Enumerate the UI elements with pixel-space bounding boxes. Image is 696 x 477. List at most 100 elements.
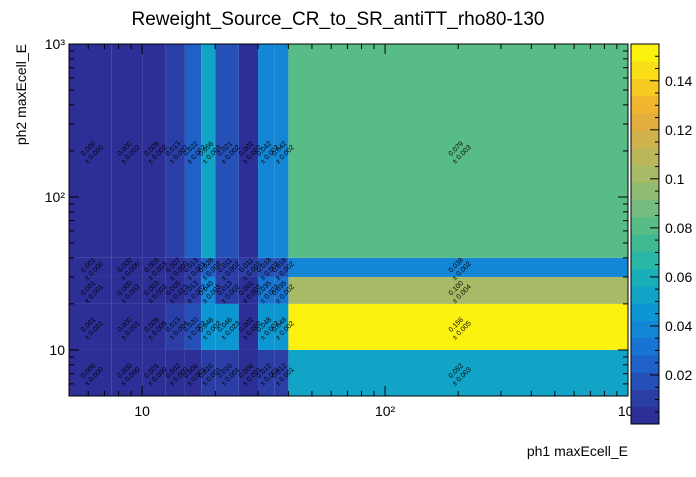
heatmap-cell — [142, 303, 166, 350]
colorbar-segment — [631, 130, 659, 149]
heatmap-cell — [274, 276, 289, 304]
y-axis-label: ph2 maxEcell_E — [13, 44, 29, 145]
heatmap-cell — [215, 303, 239, 350]
heatmap-cell — [142, 257, 166, 277]
y-tick-label: 10² — [45, 189, 66, 205]
colorbar-segment — [631, 285, 659, 304]
heatmap-cell — [69, 44, 112, 258]
heatmap-cell — [184, 349, 202, 396]
heatmap-cell — [215, 349, 239, 396]
colorbar-segment — [631, 372, 659, 390]
heatmap-cell — [238, 44, 259, 258]
colorbar-segment — [631, 182, 659, 200]
heatmap-cell — [274, 44, 289, 258]
colorbar-segment — [631, 354, 659, 373]
heatmap-cell — [184, 303, 202, 350]
heatmap-cell — [69, 349, 112, 396]
x-tick-label: 10² — [375, 403, 396, 419]
x-axis: 10 10² 10³ — [68, 44, 638, 419]
heatmap-cell — [69, 303, 112, 350]
heatmap-cell — [69, 257, 112, 277]
colorbar-tick-label: 0.02 — [665, 367, 692, 383]
colorbar-segment — [631, 234, 659, 252]
x-tick-label: 10 — [134, 403, 150, 419]
colorbar-tick-label: 0.14 — [665, 73, 692, 89]
heatmap-cell — [238, 349, 259, 396]
colorbar-segment — [631, 303, 659, 321]
heatmap-cell — [288, 44, 628, 258]
heatmap-cell — [165, 257, 185, 277]
heatmap-cell — [142, 276, 166, 304]
plot-frame — [68, 43, 629, 397]
heatmap-cell — [184, 276, 202, 304]
colorbar-segment — [631, 406, 659, 425]
heatmap-cell — [111, 44, 143, 258]
heatmap-cell — [201, 44, 216, 258]
heatmap-cell — [165, 349, 185, 396]
heatmap-cell — [288, 303, 628, 350]
heatmap-cell — [201, 257, 216, 277]
heatmap-cell — [184, 44, 202, 258]
heatmap-cell — [111, 349, 143, 396]
heatmap-cell — [215, 276, 239, 304]
y-tick-label: 10³ — [45, 36, 66, 52]
heatmap-cells — [69, 44, 628, 396]
colorbar-segment — [631, 95, 659, 114]
y-axis: 10 10² 10³ — [45, 36, 628, 397]
colorbar-segment — [631, 389, 659, 408]
heatmap-cell — [238, 303, 259, 350]
x-axis-label: ph1 maxEcell_E — [527, 443, 628, 459]
colorbar-segment — [631, 113, 659, 131]
heatmap-cell — [274, 349, 289, 396]
heatmap-cell — [142, 349, 166, 396]
colorbar-tick-label: 0.1 — [665, 171, 685, 187]
heatmap-cell — [201, 349, 216, 396]
heatmap-cell — [69, 276, 112, 304]
colorbar-segment — [631, 199, 659, 218]
colorbar-frame — [630, 43, 660, 425]
chart-title: Reweight_Source_CR_to_SR_antiTT_rho80-13… — [132, 9, 545, 30]
colorbar-segment — [631, 61, 659, 80]
heatmap-cell — [288, 257, 628, 277]
y-tick-label: 10 — [49, 342, 65, 358]
colorbar-segment — [631, 78, 659, 97]
colorbar-segment — [631, 147, 659, 166]
heatmap-cell — [258, 257, 275, 277]
colorbar-tick-label: 0.08 — [665, 220, 692, 236]
colorbar: 0.02 0.04 0.06 0.08 0.1 0.12 0.14 — [630, 43, 692, 425]
heatmap-cell — [142, 44, 166, 258]
heatmap-cell — [165, 303, 185, 350]
heatmap-cell — [258, 276, 275, 304]
heatmap-cell — [111, 303, 143, 350]
heatmap-cell — [288, 349, 628, 396]
heatmap-cell — [258, 44, 275, 258]
heatmap-cell — [258, 303, 275, 350]
colorbar-tick-label: 0.12 — [665, 122, 692, 138]
heatmap-cell — [258, 349, 275, 396]
heatmap-cell — [201, 276, 216, 304]
heatmap-cell — [215, 257, 239, 277]
heatmap-cell — [274, 303, 289, 350]
colorbar-tick-label: 0.04 — [665, 318, 692, 334]
colorbar-segment — [631, 164, 659, 183]
heatmap-cell — [215, 44, 239, 258]
heatmap-cell — [238, 276, 259, 304]
colorbar-segment — [631, 44, 659, 62]
heatmap-cell — [165, 44, 185, 258]
heatmap-cell — [111, 257, 143, 277]
colorbar-segment — [631, 337, 659, 356]
heatmap-cell — [111, 276, 143, 304]
colorbar-segment — [631, 251, 659, 270]
colorbar-tick-label: 0.06 — [665, 269, 692, 285]
heatmap-cell — [165, 276, 185, 304]
heatmap-cell — [201, 303, 216, 350]
colorbar-segment — [631, 216, 659, 235]
heatmap-cell — [288, 276, 628, 304]
heatmap-cell — [184, 257, 202, 277]
colorbar-segment — [631, 268, 659, 287]
colorbar-segment — [631, 320, 659, 339]
heatmap-cell — [274, 257, 289, 277]
heatmap-cell — [238, 257, 259, 277]
